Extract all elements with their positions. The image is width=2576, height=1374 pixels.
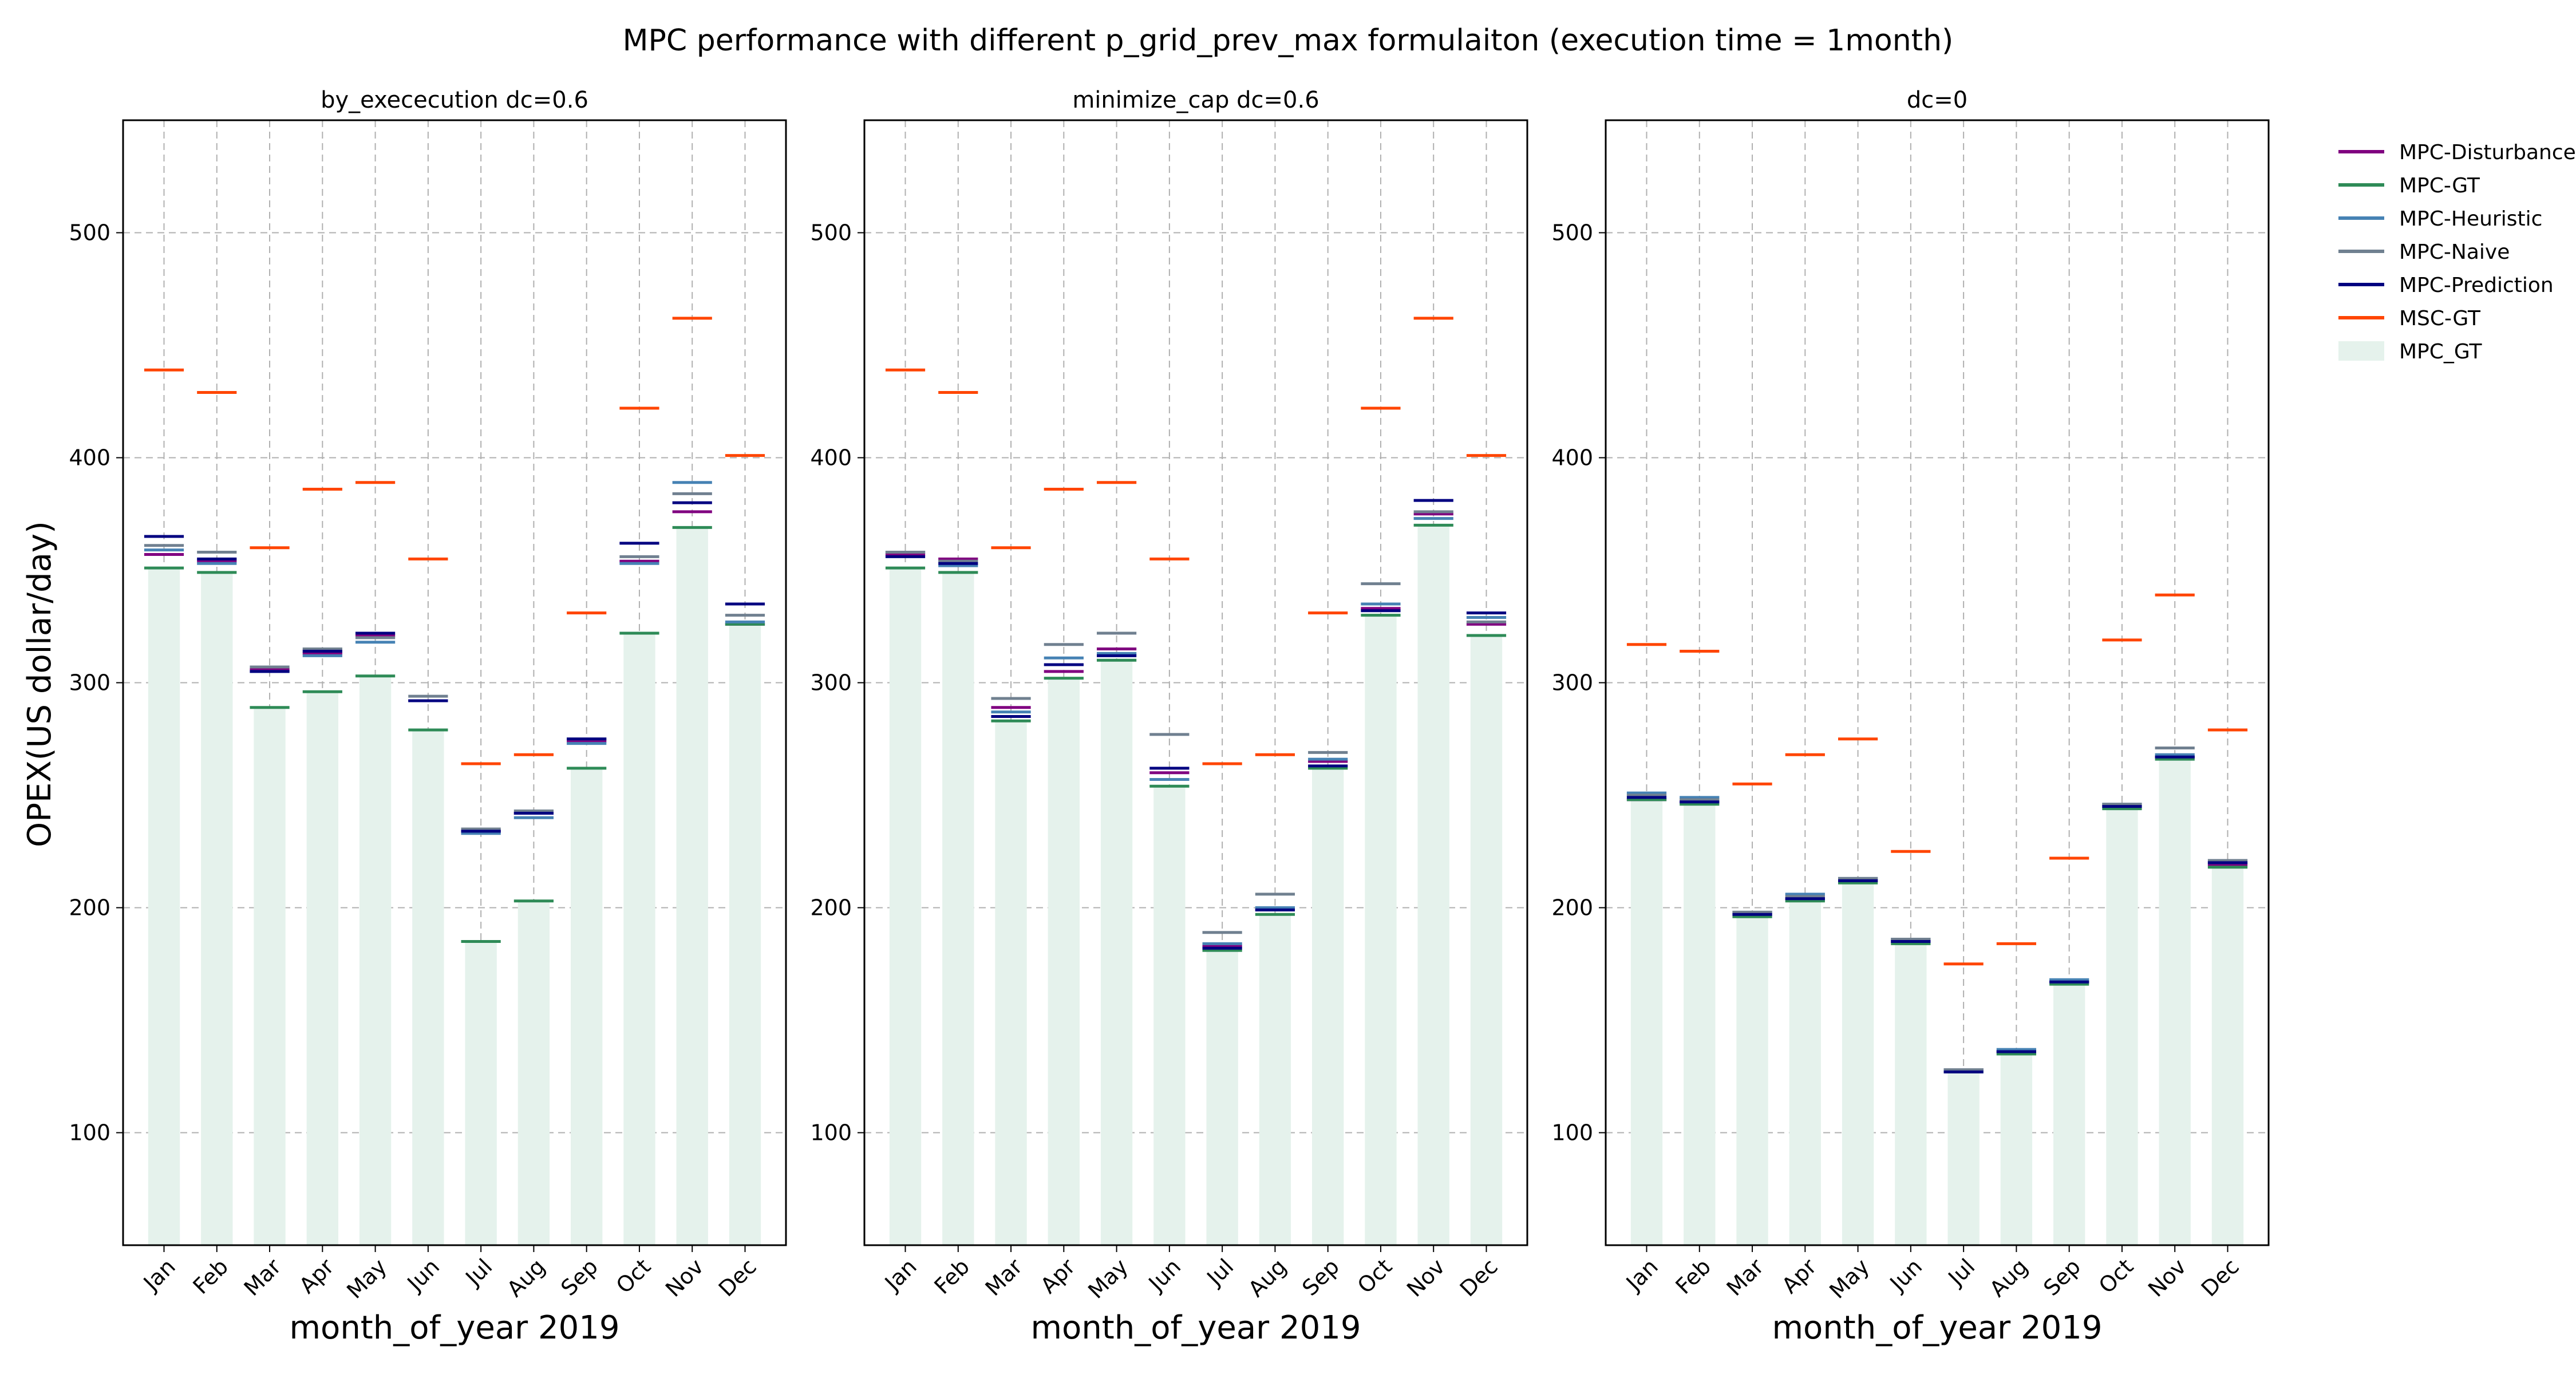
bar-mpc-gt-jul [1947,1072,1980,1245]
bar-mpc-gt-aug [517,901,550,1245]
bar-mpc-gt-aug [2000,1053,2033,1245]
bar-mpc-gt-nov [676,527,708,1245]
legend-swatch-mpc-gt [2338,341,2384,361]
bar-mpc-gt-sep [570,768,603,1245]
y-tick-label: 300 [69,670,110,696]
bar-mpc-gt-dec [729,624,761,1245]
bar-mpc-gt-may [1842,883,1874,1245]
x-axis-label: month_of_year 2019 [1772,1309,2103,1347]
bar-mpc-gt-mar [1736,917,1768,1245]
bar-mpc-gt-feb [942,572,974,1246]
bar-mpc-gt-nov [1417,525,1449,1245]
bar-mpc-gt-dec [1470,635,1503,1245]
bar-mpc-gt-jun [1153,786,1186,1245]
y-tick-label: 100 [69,1120,110,1146]
legend-label-mpc-heuristic: MPC-Heuristic [2399,207,2542,231]
bar-mpc-gt-mar [254,707,286,1245]
legend-label-msc-gt: MSC-GT [2399,307,2481,330]
bar-mpc-gt-oct [623,633,655,1245]
bar-mpc-gt-oct [2106,808,2138,1245]
bar-mpc-gt-jun [412,730,444,1245]
bar-mpc-gt-jun [1895,943,1927,1245]
bar-mpc-gt-jul [465,941,497,1245]
y-tick-label: 500 [810,220,852,246]
legend-label-mpc-gt: MPC_GT [2399,340,2483,364]
axes-frame [1605,119,2270,1246]
subplot-title: by_exececution dc=0.6 [321,87,588,113]
y-tick-label: 200 [810,895,852,921]
bar-mpc-gt-aug [1259,914,1291,1245]
bar-mpc-gt-mar [995,721,1027,1245]
bar-mpc-gt-oct [1365,615,1397,1245]
bar-mpc-gt-apr [1048,678,1080,1245]
x-axis-label: month_of_year 2019 [1031,1309,1361,1347]
bar-mpc-gt-feb [201,572,233,1246]
y-tick-label: 200 [1551,895,1593,921]
bar-mpc-gt-jul [1206,950,1238,1245]
y-tick-label: 300 [1551,670,1593,696]
subplot-title: minimize_cap dc=0.6 [1072,87,1319,113]
bar-mpc-gt-nov [2159,759,2191,1245]
bar-mpc-gt-sep [2053,984,2085,1245]
bar-mpc-gt-apr [1789,901,1822,1245]
axes-frame [863,119,1528,1246]
legend-label-mpc-gt: MPC-GT [2399,174,2480,198]
y-tick-label: 100 [810,1120,852,1146]
bar-mpc-gt-jan [1630,799,1663,1245]
bar-mpc-gt-apr [306,692,339,1245]
bar-mpc-gt-sep [1311,768,1344,1245]
y-tick-label: 400 [810,445,852,471]
axes-frame [122,119,787,1246]
y-tick-label: 400 [69,445,110,471]
bar-mpc-gt-jan [889,568,922,1245]
bar-mpc-gt-may [1100,660,1133,1245]
x-axis-label: month_of_year 2019 [290,1309,620,1347]
bar-mpc-gt-may [359,676,392,1245]
bar-mpc-gt-feb [1684,804,1716,1245]
bar-mpc-gt-dec [2211,867,2244,1245]
legend: MPC-Disturbance MPC-GT MPC-Heuristic MPC-Na… [2338,141,2576,364]
y-axis-label: OPEX(US dollar/day) [21,521,58,847]
y-tick-label: 500 [69,220,110,246]
legend-label-mpc-naive: MPC-Naive [2399,240,2510,264]
figure-title: MPC performance with different p_grid_pr… [623,23,1954,58]
bar-mpc-gt-jan [148,568,180,1245]
subplot-title: dc=0 [1907,87,1967,113]
legend-label-mpc-disturbance: MPC-Disturbance [2399,141,2576,164]
y-tick-label: 400 [1551,445,1593,471]
y-tick-label: 500 [1551,220,1593,246]
y-tick-label: 100 [1551,1120,1593,1146]
y-tick-label: 200 [69,895,110,921]
y-tick-label: 300 [810,670,852,696]
legend-label-mpc-prediction: MPC-Prediction [2399,274,2554,297]
